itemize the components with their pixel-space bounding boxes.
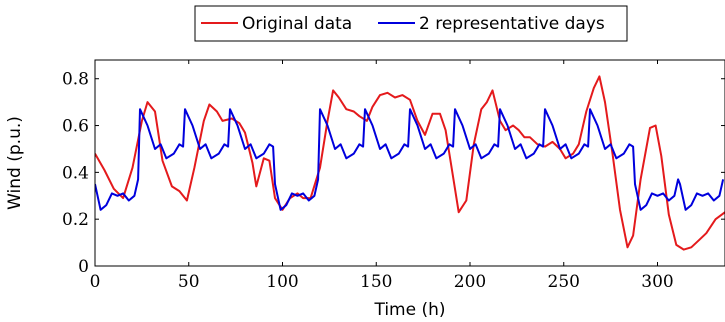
x-tick-label: 250: [548, 272, 580, 292]
y-tick-label: 0: [78, 257, 89, 277]
x-tick-label: 100: [266, 272, 298, 292]
y-axis-label: Wind (p.u.): [5, 116, 25, 210]
y-tick-label: 0.2: [62, 210, 89, 230]
y-tick-label: 0.8: [62, 70, 89, 90]
legend-label-representative: 2 representative days: [419, 14, 605, 34]
x-axis-label: Time (h): [373, 300, 445, 320]
x-tick-label: 0: [90, 272, 101, 292]
x-tick-label: 200: [454, 272, 486, 292]
series-line-0: [95, 75, 725, 251]
x-tick-label: 300: [641, 272, 673, 292]
y-tick-label: 0.6: [62, 117, 89, 137]
x-tick-label: 50: [178, 272, 200, 292]
legend-label-original: Original data: [242, 14, 352, 34]
plot-frame: [94, 59, 725, 267]
x-tick-label: 150: [360, 272, 392, 292]
series-line-1: [95, 108, 725, 211]
legend: Original data 2 representative days: [194, 5, 628, 42]
y-tick-label: 0.4: [62, 163, 89, 183]
